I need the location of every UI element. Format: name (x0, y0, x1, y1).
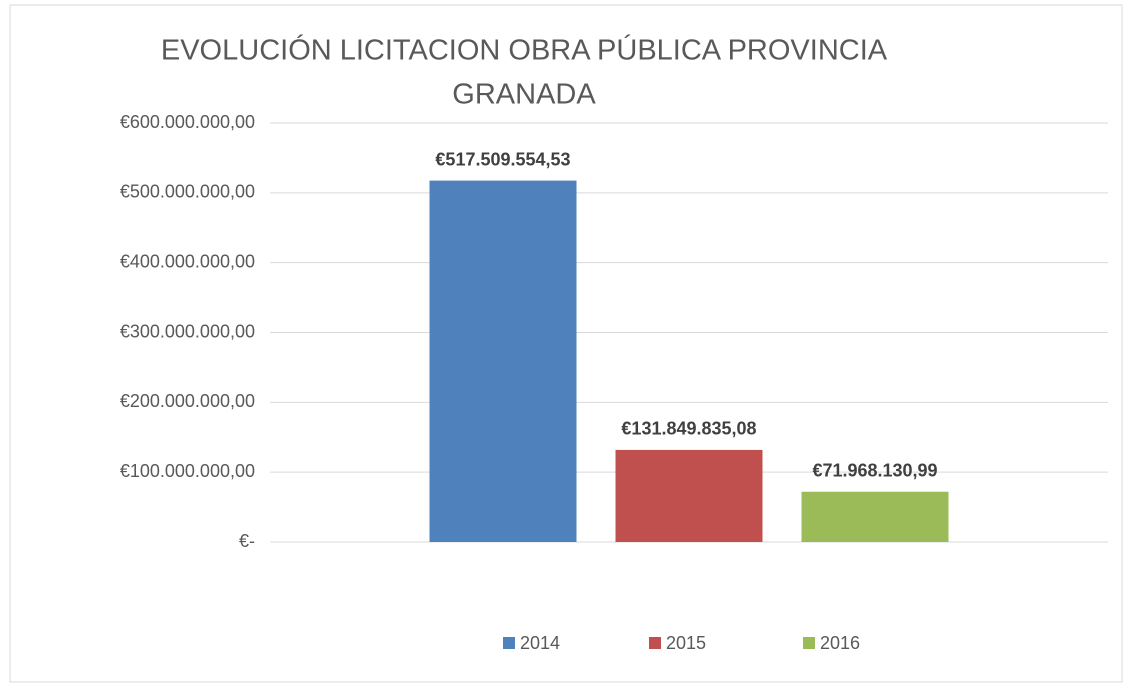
y-tick-label: €100.000.000,00 (120, 461, 255, 481)
chart-title: GRANADA (452, 79, 596, 111)
chart-title: EVOLUCIÓN LICITACION OBRA PÚBLICA PROVIN… (161, 34, 888, 67)
bar (801, 491, 949, 542)
y-tick-label: €300.000.000,00 (120, 321, 255, 341)
legend-swatch (803, 637, 815, 649)
value-label: €517.509.554,53 (435, 149, 570, 169)
bar (429, 180, 577, 542)
value-label: €71.968.130,99 (812, 460, 937, 480)
y-tick-label: €- (239, 531, 255, 551)
y-tick-label: €200.000.000,00 (120, 391, 255, 411)
y-tick-label: €600.000.000,00 (120, 112, 255, 132)
legend-label: 2014 (520, 633, 560, 653)
legend-swatch (649, 637, 661, 649)
legend-label: 2016 (820, 633, 860, 653)
y-tick-label: €500.000.000,00 (120, 182, 255, 202)
bar (615, 449, 763, 542)
value-label: €131.849.835,08 (621, 419, 756, 439)
legend-label: 2015 (666, 633, 706, 653)
y-tick-label: €400.000.000,00 (120, 251, 255, 271)
legend-swatch (503, 637, 515, 649)
